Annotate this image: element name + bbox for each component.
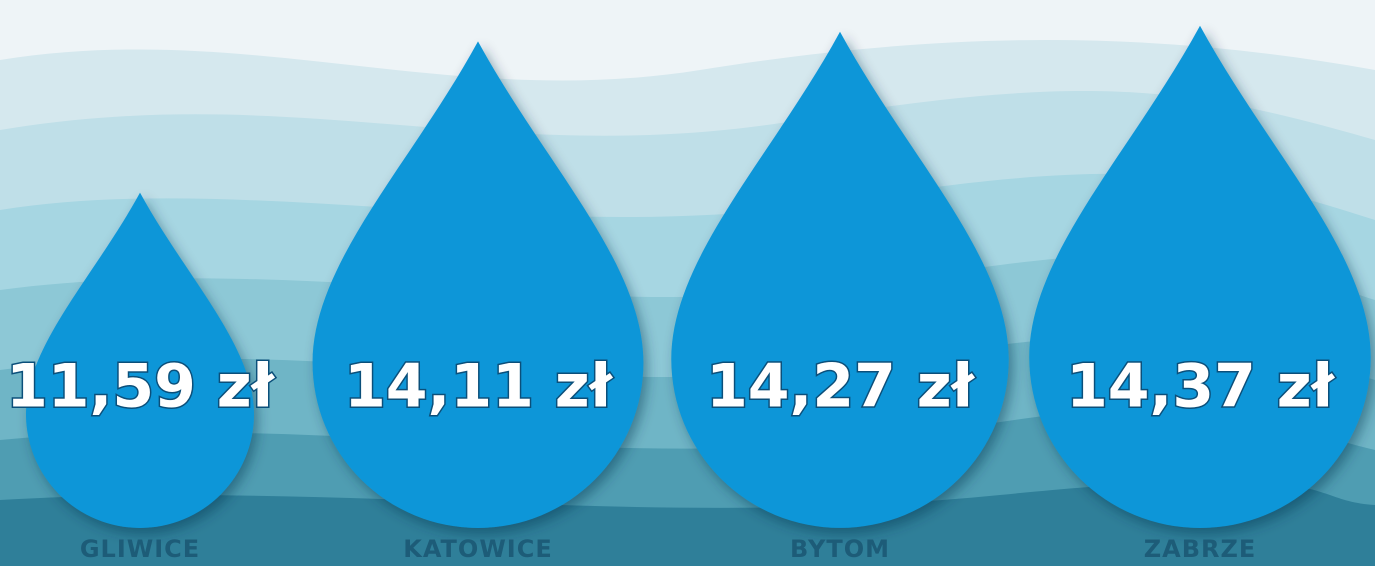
category-label: GLIWICE	[80, 535, 200, 563]
value-label: 14,27 zł	[706, 352, 976, 422]
category-label: KATOWICE	[403, 535, 553, 563]
infographic: 11,59 zł GLIWICE 14,11 zł KATOWICE 14,27 zł B…	[0, 0, 1375, 566]
value-label: 11,59 zł	[6, 352, 276, 422]
value-label: 14,37 zł	[1066, 352, 1336, 422]
category-label: BYTOM	[790, 535, 890, 563]
value-label: 14,11 zł	[344, 352, 614, 422]
category-label: ZABRZE	[1144, 535, 1257, 563]
